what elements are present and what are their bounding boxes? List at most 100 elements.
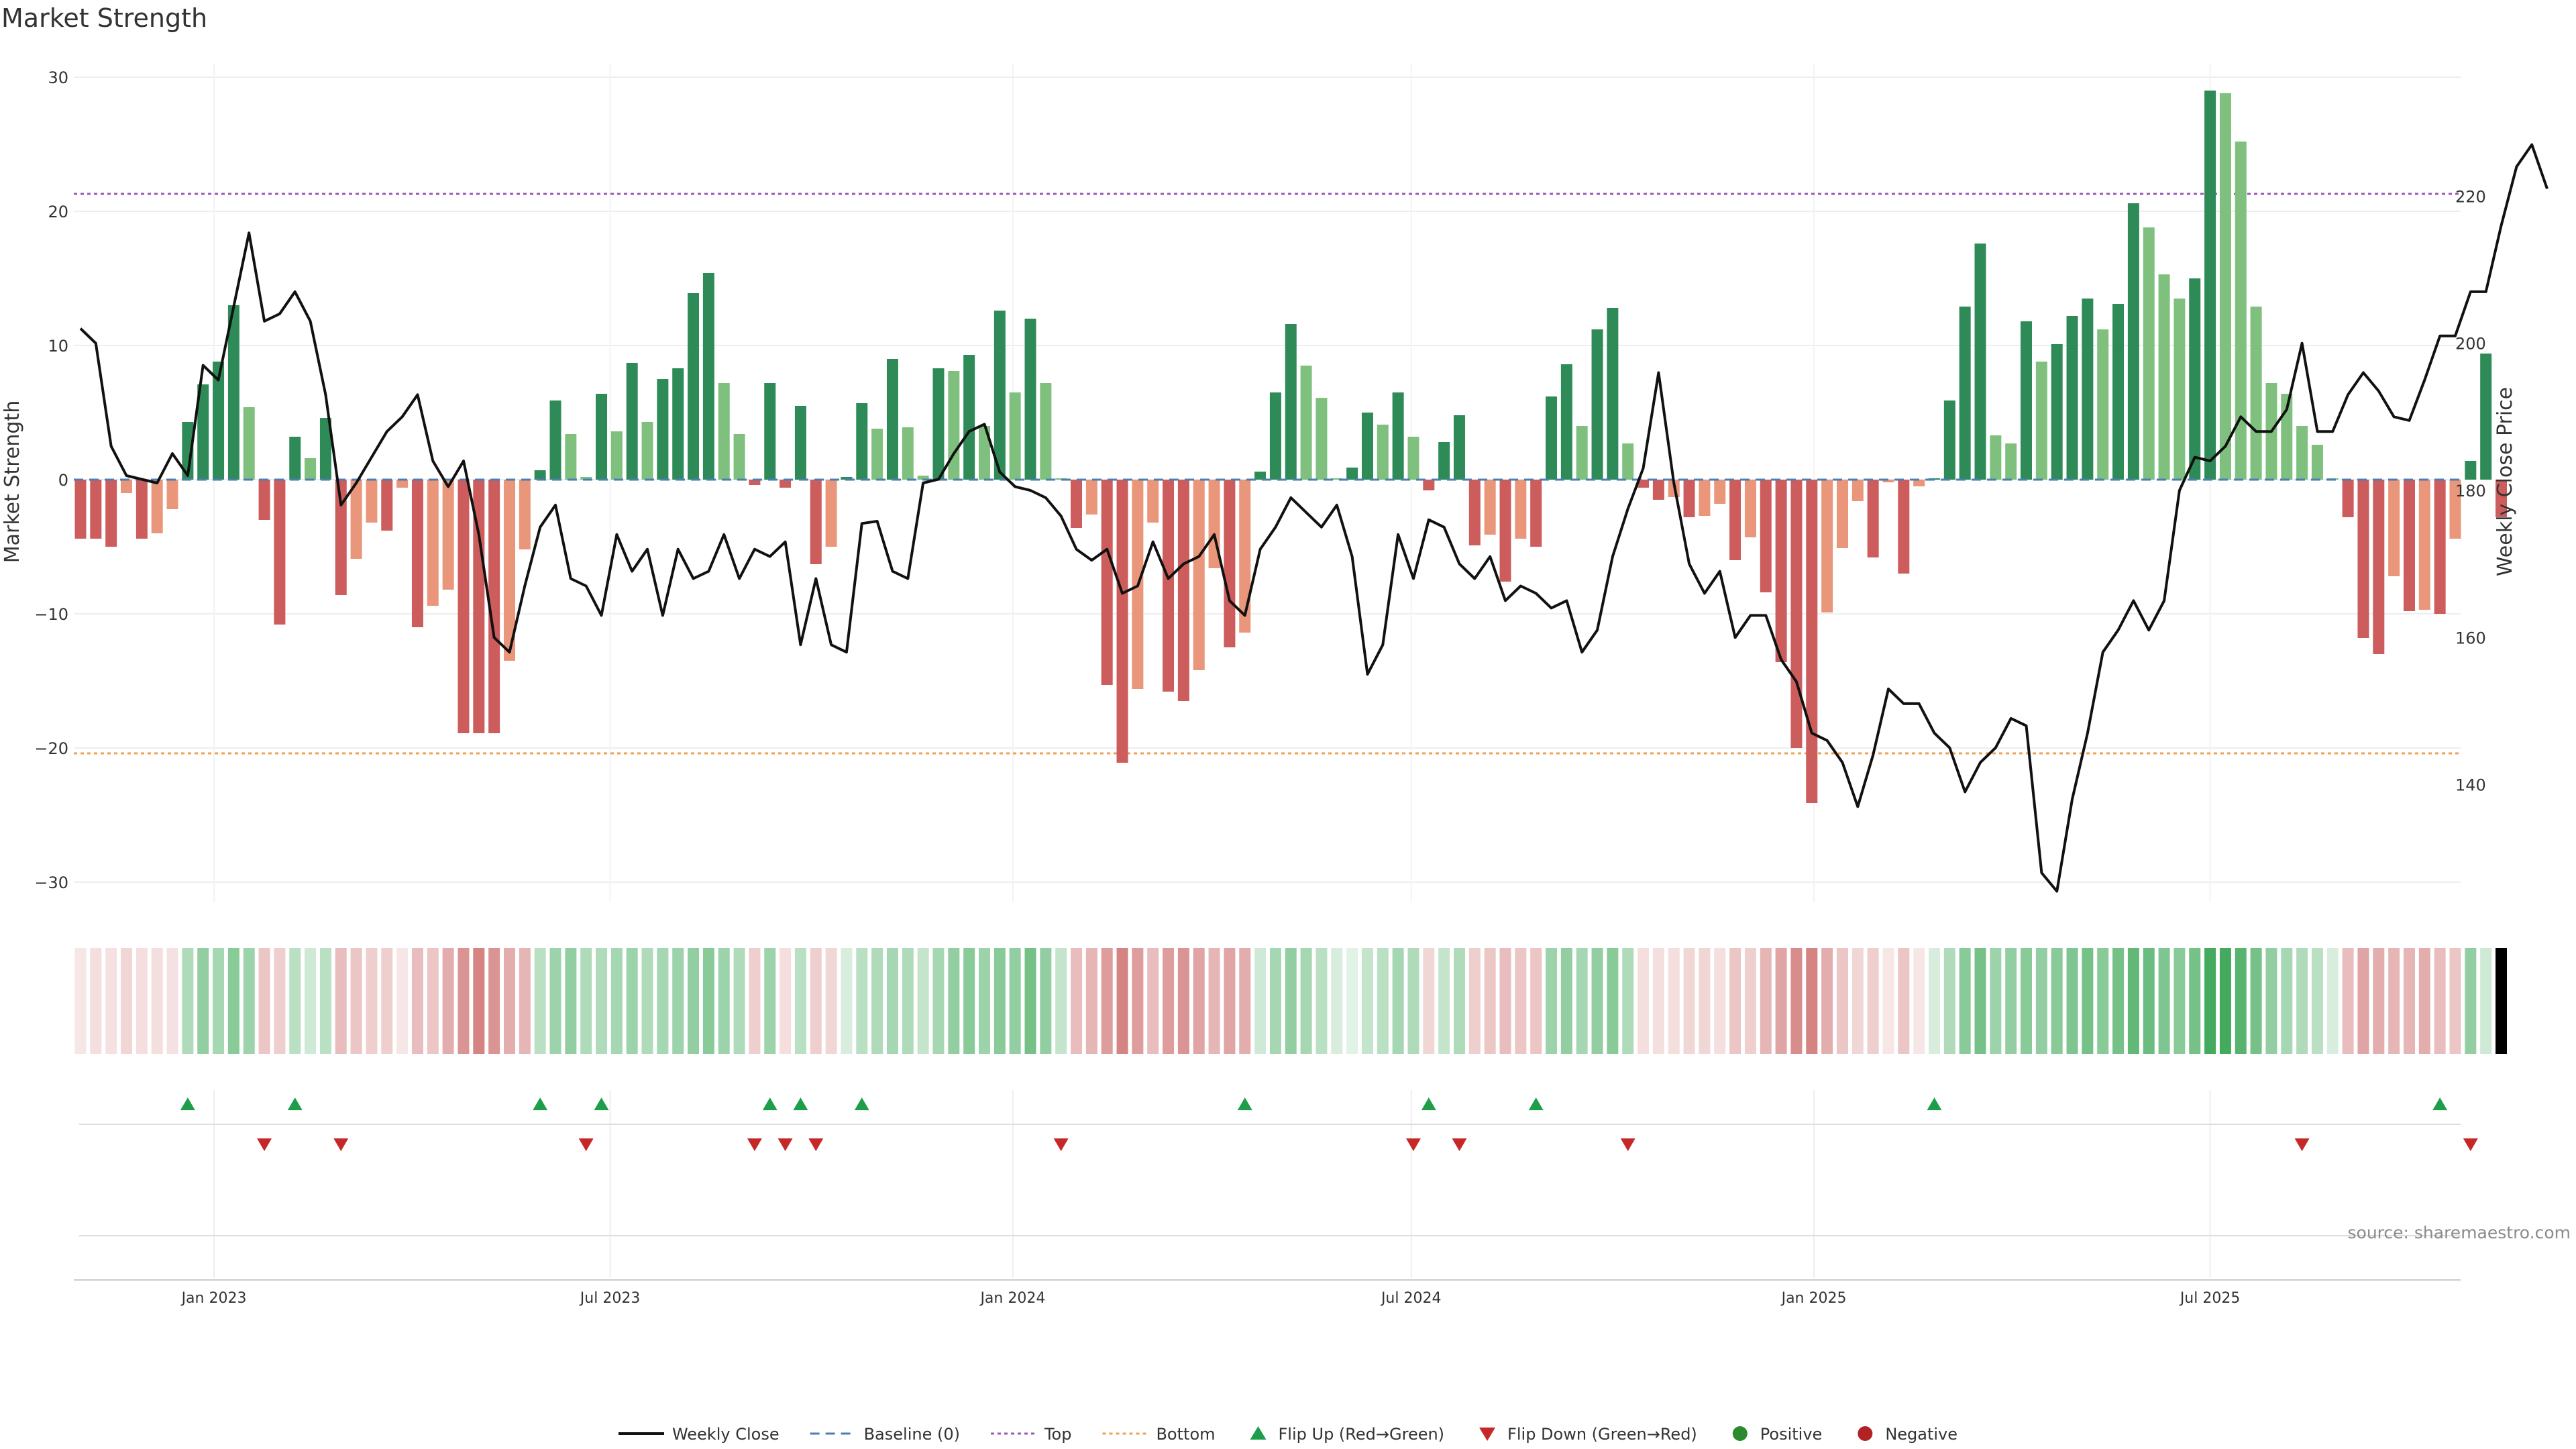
strength-bar bbox=[2066, 316, 2078, 480]
heat-cell bbox=[1668, 948, 1680, 1054]
heat-cell bbox=[1943, 948, 1955, 1054]
strength-bar bbox=[2373, 480, 2385, 654]
strength-bar bbox=[718, 383, 730, 480]
heat-cell bbox=[994, 948, 1006, 1054]
strength-bar bbox=[213, 362, 225, 480]
heat-cell bbox=[458, 948, 470, 1054]
strength-bar bbox=[2082, 299, 2094, 480]
heat-cell bbox=[565, 948, 577, 1054]
heat-cell bbox=[2281, 948, 2293, 1054]
strength-bar bbox=[2005, 443, 2017, 480]
heat-cell bbox=[335, 948, 347, 1054]
strength-bar bbox=[1515, 480, 1527, 539]
strength-bar bbox=[580, 477, 592, 480]
heat-cell bbox=[151, 948, 163, 1054]
heat-cell bbox=[1699, 948, 1711, 1054]
heat-cell bbox=[2174, 948, 2186, 1054]
heat-cell bbox=[1546, 948, 1558, 1054]
heat-cell bbox=[1821, 948, 1833, 1054]
strength-bar bbox=[2174, 299, 2186, 480]
heat-cell bbox=[626, 948, 638, 1054]
flip-up-marker bbox=[1237, 1097, 1252, 1110]
strength-bar bbox=[657, 379, 669, 480]
right-tick-label: 220 bbox=[2455, 187, 2486, 206]
legend-item-positive: Positive bbox=[1732, 1425, 1823, 1444]
flip-down-marker bbox=[747, 1138, 762, 1151]
left-y-axis: −30 −20 −10 0 10 20 30 bbox=[34, 68, 68, 892]
heat-cell bbox=[305, 948, 317, 1054]
heat-cell bbox=[749, 948, 761, 1054]
strength-bar bbox=[749, 480, 761, 485]
heat-cell bbox=[243, 948, 255, 1054]
strength-heat-strip bbox=[74, 948, 2508, 1054]
flip-down-marker bbox=[1405, 1138, 1421, 1151]
strength-bar bbox=[2143, 227, 2155, 480]
strength-bars bbox=[74, 91, 2508, 803]
heat-cell bbox=[688, 948, 700, 1054]
strength-bar bbox=[1760, 480, 1772, 592]
heat-cell bbox=[2066, 948, 2078, 1054]
strength-bar bbox=[350, 480, 362, 559]
heat-cell bbox=[2005, 948, 2017, 1054]
flip-down-marker bbox=[808, 1138, 824, 1151]
heat-cell bbox=[1208, 948, 1220, 1054]
heat-cell bbox=[1071, 948, 1083, 1054]
legend-item-top: Top bbox=[990, 1425, 1071, 1444]
strength-bar bbox=[1377, 425, 1389, 480]
strength-bar bbox=[810, 480, 822, 564]
strength-bar bbox=[2204, 91, 2216, 480]
strength-bar bbox=[1254, 472, 1267, 480]
strength-bar bbox=[1699, 480, 1711, 516]
heat-cell bbox=[1346, 948, 1358, 1054]
strength-bar bbox=[733, 434, 745, 480]
strength-bar bbox=[1638, 480, 1650, 488]
strength-bar bbox=[596, 394, 608, 480]
heat-cell bbox=[932, 948, 945, 1054]
strength-bar bbox=[396, 480, 409, 488]
strength-bar bbox=[1468, 480, 1481, 545]
heat-cell bbox=[596, 948, 608, 1054]
strength-bar bbox=[1269, 392, 1281, 480]
strength-bar bbox=[2158, 274, 2170, 480]
strength-bar bbox=[1560, 364, 1572, 480]
strength-bar bbox=[932, 368, 945, 480]
strength-bar bbox=[1285, 324, 1297, 480]
heat-cell bbox=[1116, 948, 1128, 1054]
chart-title: Market Strength bbox=[1, 3, 207, 33]
heat-cell bbox=[780, 948, 792, 1054]
legend-label: Positive bbox=[1760, 1425, 1823, 1444]
heat-cell bbox=[1607, 948, 1619, 1054]
heat-cell bbox=[2127, 948, 2139, 1054]
strength-bar bbox=[458, 480, 470, 733]
heat-cell bbox=[2388, 948, 2400, 1054]
x-tick-label: Jul 2025 bbox=[2179, 1290, 2241, 1307]
flip-up-marker bbox=[1927, 1097, 1942, 1110]
heat-cell bbox=[442, 948, 454, 1054]
heat-cell bbox=[1254, 948, 1267, 1054]
heat-cell bbox=[641, 948, 653, 1054]
heat-cell bbox=[1024, 948, 1036, 1054]
strength-bar bbox=[1163, 480, 1175, 692]
strength-bar bbox=[1744, 480, 1756, 537]
heat-cell bbox=[2219, 948, 2231, 1054]
strength-bar bbox=[1055, 478, 1067, 480]
flip-up-marker bbox=[180, 1097, 195, 1110]
heat-cell bbox=[2189, 948, 2201, 1054]
left-axis-title: Market Strength bbox=[1, 400, 24, 563]
strength-bar bbox=[841, 477, 853, 480]
strength-bar bbox=[519, 480, 531, 549]
heat-cell bbox=[1806, 948, 1818, 1054]
strength-bar bbox=[1974, 244, 1986, 480]
strength-bar bbox=[2403, 480, 2415, 611]
left-tick-label: 0 bbox=[58, 471, 68, 490]
heat-cell bbox=[366, 948, 378, 1054]
heat-cell bbox=[2480, 948, 2492, 1054]
left-tick-label: −30 bbox=[34, 873, 68, 892]
strength-bar bbox=[258, 480, 270, 520]
strength-bar bbox=[1714, 480, 1726, 504]
right-axis-title: Weekly Close Price bbox=[2493, 387, 2517, 576]
heat-cell bbox=[1163, 948, 1175, 1054]
legend-item-flipup: Flip Up (Red→Green) bbox=[1250, 1425, 1444, 1444]
strength-bar bbox=[151, 480, 163, 533]
heat-cell bbox=[2082, 948, 2094, 1054]
